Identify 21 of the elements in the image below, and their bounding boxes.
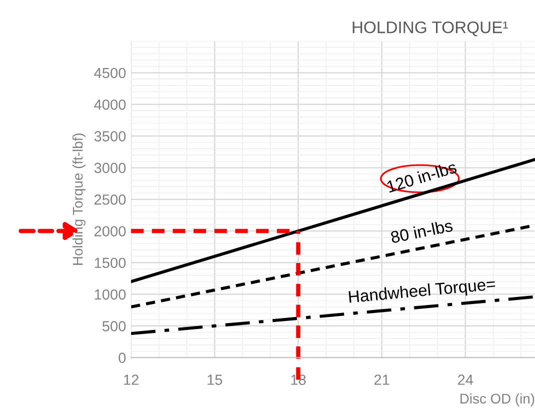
y-tick-label: 1500 [94,258,126,268]
x-tick-label: 12 [124,374,138,385]
chart-title: HOLDING TORQUE¹ [352,21,508,36]
text: Handwheel Torque= [348,277,496,306]
text: 120 in-lbs [386,160,458,193]
x-tick-label: 18 [291,374,306,385]
y-tick-label: 500 [102,321,126,332]
y-tick-label: 2500 [94,194,126,205]
y-tick-label: 4500 [94,68,126,78]
y-tick-label: 3000 [94,162,126,174]
y-tick-label: 4000 [94,99,126,110]
x-tick-label: 15 [208,374,222,385]
text: 80 in-lbs [390,219,454,244]
x-axis-title: Disc OD (in) [460,393,534,406]
y-axis-title: Holding Torque (ft-lbf) [72,134,86,265]
y-tick-label: 0 [118,352,126,363]
y-tick-label: 3500 [94,131,126,142]
y-tick-label: 2000 [94,226,126,236]
x-tick-label: 21 [374,374,390,385]
x-tick-label: 24 [458,374,474,385]
y-tick-label: 1000 [94,289,126,300]
